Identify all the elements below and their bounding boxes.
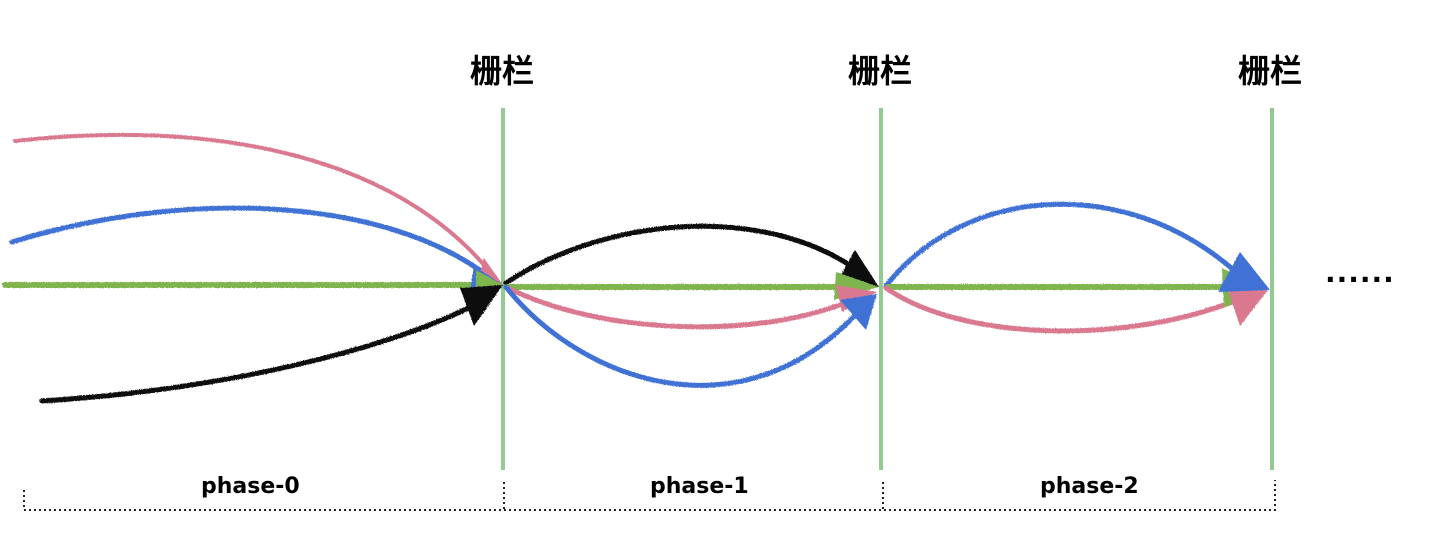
phase-2-threads xyxy=(883,201,1239,334)
thread-blue-phase-2 xyxy=(883,201,1239,289)
arrowhead-pink-phase-2 xyxy=(1228,290,1268,326)
arrowhead-black-phase-0 xyxy=(460,285,503,326)
barrier-label-3: 栅栏 xyxy=(1238,52,1303,90)
phase-label-0: phase-0 xyxy=(201,474,300,499)
phase-0-threads xyxy=(2,132,492,404)
barrier-label-1: 栅栏 xyxy=(470,52,535,90)
phase-bracket xyxy=(23,480,1276,511)
continuation-ellipsis: ...... xyxy=(1325,256,1395,289)
thread-pink-phase-1 xyxy=(503,284,855,330)
arrowhead-blue-phase-1 xyxy=(840,294,877,330)
phase-1-arrowheads xyxy=(834,250,879,330)
thread-blue-phase-1 xyxy=(503,284,861,388)
thread-pink-phase-0 xyxy=(13,132,492,274)
phase-bracket-line xyxy=(23,480,1276,511)
arrowhead-blue-phase-2 xyxy=(1218,252,1270,292)
phase-2-arrowheads xyxy=(1218,252,1270,326)
phase-label-1: phase-1 xyxy=(650,474,749,499)
barrier-label-2: 栅栏 xyxy=(848,52,913,90)
phase-1-threads xyxy=(503,223,863,388)
phase-label-2: phase-2 xyxy=(1040,474,1139,499)
thread-black-phase-0 xyxy=(39,299,483,404)
thread-blue-phase-0 xyxy=(9,205,491,279)
phase-0-arrowheads xyxy=(460,258,503,326)
thread-pink-phase-2 xyxy=(883,285,1235,334)
thread-black-phase-1 xyxy=(503,223,863,286)
